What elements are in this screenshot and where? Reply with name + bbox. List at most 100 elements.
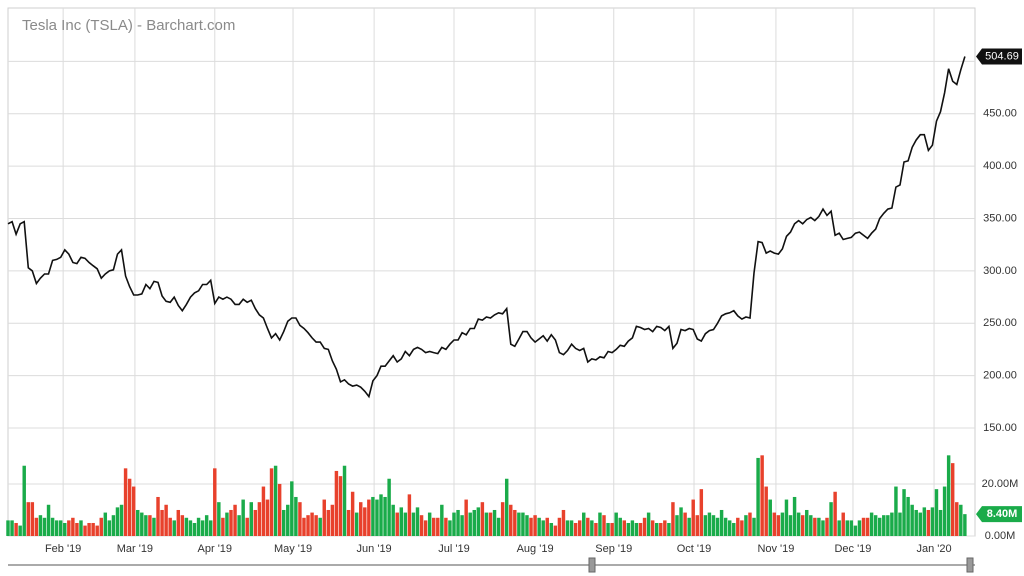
volume-bar [622, 520, 627, 536]
volume-bar [740, 520, 744, 536]
volume-bar [375, 499, 379, 536]
volume-bar [805, 509, 809, 536]
volume-bar [257, 502, 262, 536]
volume-bar [942, 486, 947, 536]
volume-bar [432, 517, 436, 536]
volume-bar [261, 486, 266, 536]
volume-bar [768, 499, 772, 536]
volume-bar [156, 496, 160, 536]
volume-bar [387, 478, 391, 536]
volume-bar [573, 522, 578, 536]
volume-bar [249, 502, 253, 536]
volume-bar [192, 522, 197, 536]
volume-bar [950, 463, 955, 536]
volume-bar [436, 517, 440, 536]
volume-bar [853, 525, 858, 536]
volume-bar [565, 520, 570, 536]
volume-bar [99, 517, 103, 536]
volume-bar [403, 512, 408, 536]
x-tick-label: Apr '19 [198, 543, 233, 555]
volume-bar [577, 520, 582, 536]
volume-bar [586, 517, 590, 536]
y-tick-label: 200.00 [983, 370, 1017, 382]
scrollbar-handle[interactable] [588, 557, 596, 573]
volume-bar [241, 499, 245, 536]
volume-bar [910, 504, 914, 536]
volume-bar [602, 515, 606, 536]
volume-bar [906, 496, 910, 536]
x-tick-label: Jun '19 [357, 543, 392, 555]
volume-bar [711, 515, 716, 536]
volume-bar [87, 522, 91, 536]
x-tick-label: Oct '19 [677, 543, 712, 555]
volume-bar [634, 522, 639, 536]
volume-bar [614, 512, 618, 536]
volume-bar [273, 465, 278, 536]
volume-bar [22, 465, 26, 536]
volume-bar [732, 522, 736, 536]
last-volume-flag [976, 506, 1022, 523]
volume-bar [221, 517, 225, 536]
volume-bar [30, 502, 35, 536]
volume-bar [509, 504, 513, 536]
volume-bar [160, 509, 164, 536]
volume-bar [723, 517, 728, 536]
volume-bar [650, 520, 655, 536]
y-tick-label: 150.00 [983, 422, 1017, 434]
volume-bar [788, 515, 793, 536]
y-tick-label: 20.00M [982, 478, 1019, 490]
y-tick-label: 450.00 [983, 108, 1017, 120]
volume-bar [58, 520, 63, 536]
volume-bar [286, 504, 290, 536]
x-tick-label: Aug '19 [517, 543, 554, 555]
volume-bar [829, 502, 833, 536]
volume-bar [196, 517, 201, 536]
volume-bar [42, 517, 47, 536]
volume-bar [180, 515, 185, 536]
x-tick-label: Nov '19 [757, 543, 794, 555]
volume-bar [330, 504, 335, 536]
volume-bar [427, 512, 432, 536]
volume-bar [861, 517, 866, 536]
volume-bar [200, 520, 205, 536]
volume-bar [695, 515, 699, 536]
volume-bar [338, 476, 343, 536]
volume-bar [513, 509, 517, 536]
volume-bar [687, 517, 691, 536]
volume-bar [18, 525, 22, 536]
volume-bar [6, 520, 10, 536]
volume-bar [79, 520, 83, 536]
volume-bar [123, 468, 128, 536]
volume-bar [54, 520, 59, 536]
last-price-flag [976, 48, 1022, 65]
volume-bar [606, 522, 610, 536]
volume-bar [930, 507, 935, 536]
volume-bar [419, 515, 424, 536]
volume-bar [26, 502, 30, 536]
volume-bar [679, 507, 683, 536]
volume-bar [719, 509, 724, 536]
x-tick-label: Jul '19 [438, 543, 469, 555]
volume-bar [67, 520, 71, 536]
volume-bar [488, 512, 493, 536]
volume-bar [630, 520, 635, 536]
volume-bar [217, 502, 221, 536]
volume-bar [107, 520, 112, 536]
volume-bar [294, 496, 298, 536]
volume-bar [529, 517, 533, 536]
volume-bar [136, 509, 140, 536]
marks [6, 56, 967, 536]
volume-bar [265, 499, 270, 536]
volume-bar [642, 517, 647, 536]
volume-bar [784, 499, 789, 536]
volume-bar [865, 517, 870, 536]
volume-bar [131, 486, 136, 536]
volume-bar [825, 517, 829, 536]
volume-bar [34, 517, 39, 536]
volume-bar [379, 494, 383, 536]
volume-bar [537, 517, 541, 536]
volume-bar [898, 512, 902, 536]
volume-bar [176, 509, 181, 536]
scrollbar-handle[interactable] [966, 557, 974, 573]
